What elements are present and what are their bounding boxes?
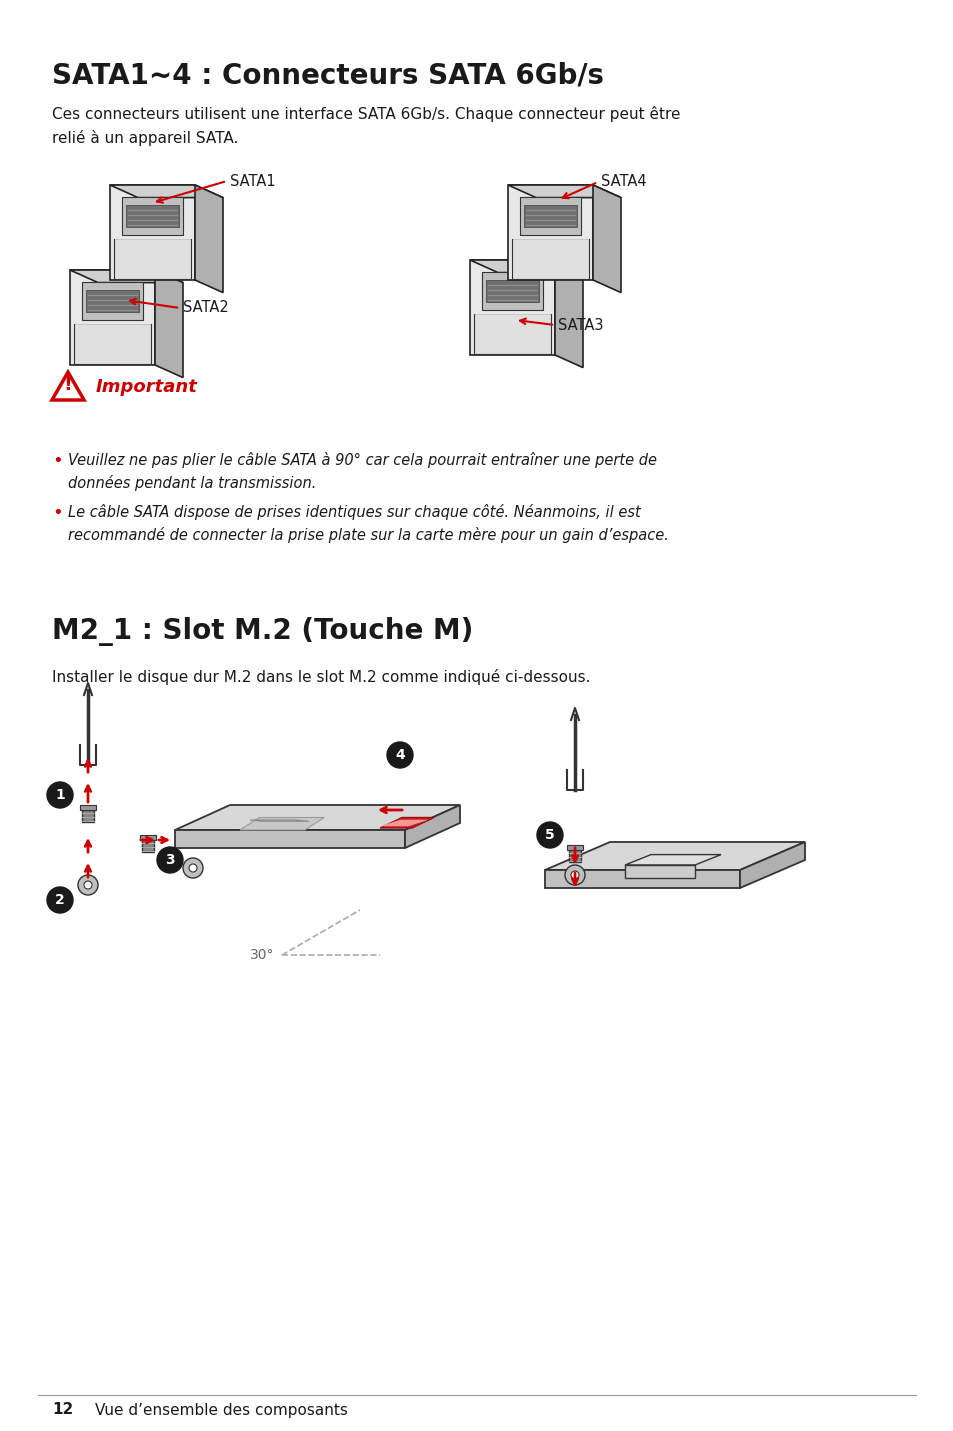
Bar xyxy=(142,840,153,851)
Bar xyxy=(512,239,588,279)
Bar xyxy=(566,844,582,850)
Bar xyxy=(113,239,191,279)
Polygon shape xyxy=(740,841,804,889)
Text: Installer le disque dur M.2 dans le slot M.2 comme indiqué ci-dessous.: Installer le disque dur M.2 dans le slot… xyxy=(52,670,590,685)
Text: Veuillez ne pas plier le câble SATA à 90° car cela pourrait entraîner une perte : Veuillez ne pas plier le câble SATA à 90… xyxy=(68,452,657,491)
Text: SATA1~4 : Connecteurs SATA 6Gb/s: SATA1~4 : Connecteurs SATA 6Gb/s xyxy=(52,62,603,90)
Text: SATA3: SATA3 xyxy=(558,318,603,332)
Polygon shape xyxy=(194,185,223,292)
Polygon shape xyxy=(544,870,740,889)
Text: 3: 3 xyxy=(165,853,174,867)
Polygon shape xyxy=(70,270,183,282)
Bar xyxy=(80,806,96,810)
Circle shape xyxy=(537,821,562,849)
Polygon shape xyxy=(240,817,324,830)
Bar xyxy=(474,313,551,353)
Circle shape xyxy=(183,859,203,879)
Bar xyxy=(82,282,143,321)
Polygon shape xyxy=(379,817,434,829)
Text: Vue d’ensemble des composants: Vue d’ensemble des composants xyxy=(95,1402,348,1418)
Text: 4: 4 xyxy=(395,748,404,761)
Polygon shape xyxy=(544,841,804,870)
Polygon shape xyxy=(174,830,405,849)
Circle shape xyxy=(157,847,183,873)
Circle shape xyxy=(78,874,98,894)
Text: SATA4: SATA4 xyxy=(600,175,646,189)
Polygon shape xyxy=(593,185,620,292)
Text: 12: 12 xyxy=(52,1402,73,1418)
Bar xyxy=(86,290,139,312)
Polygon shape xyxy=(110,185,194,280)
Circle shape xyxy=(47,887,73,913)
Text: !: ! xyxy=(64,375,72,394)
Text: •: • xyxy=(52,504,63,522)
Polygon shape xyxy=(555,260,582,368)
Text: •: • xyxy=(52,452,63,469)
Polygon shape xyxy=(624,864,695,879)
Polygon shape xyxy=(470,260,555,355)
Bar xyxy=(481,272,542,311)
Text: Important: Important xyxy=(96,378,197,396)
Bar xyxy=(74,323,151,363)
Bar xyxy=(126,205,179,228)
Polygon shape xyxy=(110,185,223,197)
Circle shape xyxy=(47,781,73,809)
Circle shape xyxy=(564,864,584,884)
Bar xyxy=(122,197,183,235)
Polygon shape xyxy=(70,270,154,365)
Text: M2_1 : Slot M.2 (Touche M): M2_1 : Slot M.2 (Touche M) xyxy=(52,617,473,645)
Polygon shape xyxy=(507,185,620,197)
Circle shape xyxy=(189,864,196,871)
Polygon shape xyxy=(174,806,459,830)
Bar xyxy=(519,197,580,235)
Bar xyxy=(485,280,538,302)
Circle shape xyxy=(387,743,413,768)
Text: Ces connecteurs utilisent une interface SATA 6Gb/s. Chaque connecteur peut être
: Ces connecteurs utilisent une interface … xyxy=(52,106,679,146)
Bar xyxy=(140,836,156,840)
Text: Le câble SATA dispose de prises identiques sur chaque côté. Néanmoins, il est
re: Le câble SATA dispose de prises identiqu… xyxy=(68,504,668,544)
Text: 2: 2 xyxy=(55,893,65,907)
Bar xyxy=(568,850,580,861)
Text: 1: 1 xyxy=(55,788,65,801)
Text: 5: 5 xyxy=(544,829,555,841)
Polygon shape xyxy=(624,854,720,864)
Bar xyxy=(82,810,94,821)
Polygon shape xyxy=(405,806,459,849)
Bar xyxy=(523,205,577,228)
Text: 30°: 30° xyxy=(250,947,274,962)
Polygon shape xyxy=(507,185,593,280)
Circle shape xyxy=(84,881,91,889)
Text: SATA2: SATA2 xyxy=(183,301,229,315)
Polygon shape xyxy=(154,270,183,378)
Text: SATA1: SATA1 xyxy=(230,173,275,189)
Polygon shape xyxy=(470,260,582,272)
Circle shape xyxy=(571,871,578,879)
